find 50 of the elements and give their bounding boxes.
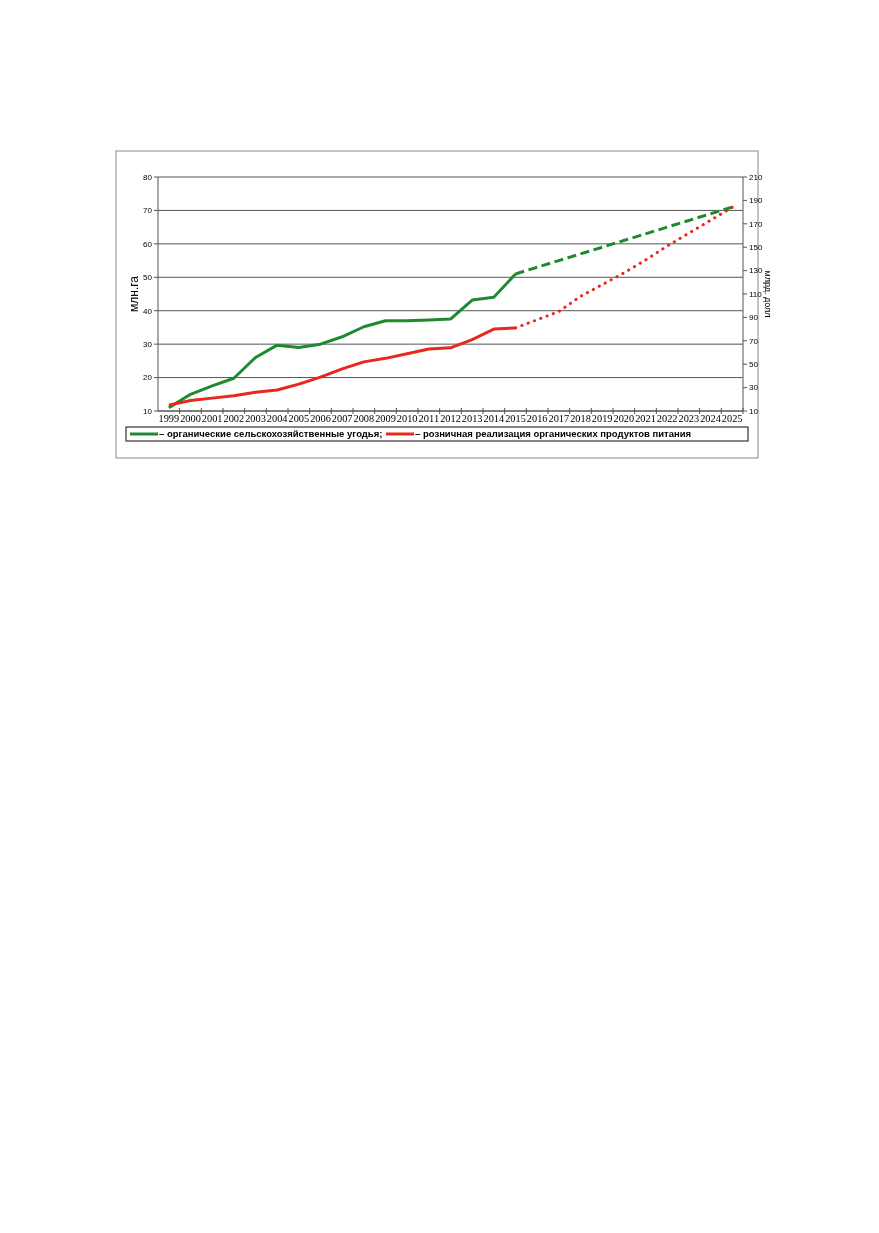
x-tick-label: 2015 <box>505 414 527 424</box>
y2-tick-label: 10 <box>749 406 759 416</box>
y2-tick-label: 130 <box>749 266 763 276</box>
x-tick-label: 2009 <box>375 414 397 424</box>
x-tick-label: 2010 <box>396 414 418 424</box>
y2-tick-label: 50 <box>749 360 759 369</box>
x-tick-label: 2014 <box>483 414 505 424</box>
y2-tick-label: 190 <box>749 196 763 206</box>
y2-tick-label: 150 <box>749 243 763 252</box>
y2-axis-title: млрд. долл <box>763 270 773 318</box>
x-tick-label: 2002 <box>223 414 245 424</box>
y2-tick-label: 30 <box>749 383 759 393</box>
y-tick-label: 20 <box>143 373 153 383</box>
y-tick-label: 80 <box>143 172 153 182</box>
y-tick-label: 70 <box>143 206 153 216</box>
y2-tick-label: 70 <box>749 336 759 346</box>
y2-tick-label: 90 <box>749 313 759 323</box>
x-tick-label: 2012 <box>440 414 462 424</box>
x-tick-label: 2022 <box>656 414 678 424</box>
y-tick-label: 10 <box>143 406 153 416</box>
x-tick-label: 2021 <box>635 414 657 424</box>
legend-label: – розничная реализация органических продуктов питания <box>415 428 692 440</box>
x-tick-label: 1999 <box>158 414 180 424</box>
x-tick-label: 2017 <box>548 414 570 424</box>
x-tick-label: 2016 <box>526 414 548 424</box>
x-tick-label: 2004 <box>266 414 288 424</box>
x-tick-label: 2006 <box>310 414 332 424</box>
y-tick-label: 60 <box>143 239 153 249</box>
y2-tick-label: 170 <box>749 219 763 229</box>
y-axis-title: млн.га <box>127 275 141 312</box>
x-tick-label: 2008 <box>353 414 375 424</box>
x-tick-label: 2011 <box>418 414 440 424</box>
x-tick-label: 2007 <box>331 414 353 424</box>
x-tick-label: 2005 <box>288 414 310 424</box>
x-tick-label: 2023 <box>678 414 700 424</box>
x-tick-label: 2025 <box>721 414 743 424</box>
x-tick-label: 2000 <box>180 414 202 424</box>
x-tick-label: 2024 <box>700 414 722 424</box>
y2-tick-label: 110 <box>749 289 763 299</box>
y-tick-label: 30 <box>143 339 153 349</box>
x-tick-label: 2013 <box>461 414 483 424</box>
x-tick-label: 2003 <box>245 414 267 424</box>
x-tick-label: 2020 <box>613 414 635 424</box>
y-tick-label: 50 <box>143 273 153 283</box>
x-tick-label: 2001 <box>201 414 223 424</box>
x-tick-label: 2018 <box>570 414 592 424</box>
y2-tick-label: 210 <box>749 172 763 182</box>
legend-label: – органические сельскохозяйственные угодья; <box>159 428 383 440</box>
x-tick-label: 2019 <box>591 414 613 424</box>
y-tick-label: 40 <box>143 306 153 316</box>
